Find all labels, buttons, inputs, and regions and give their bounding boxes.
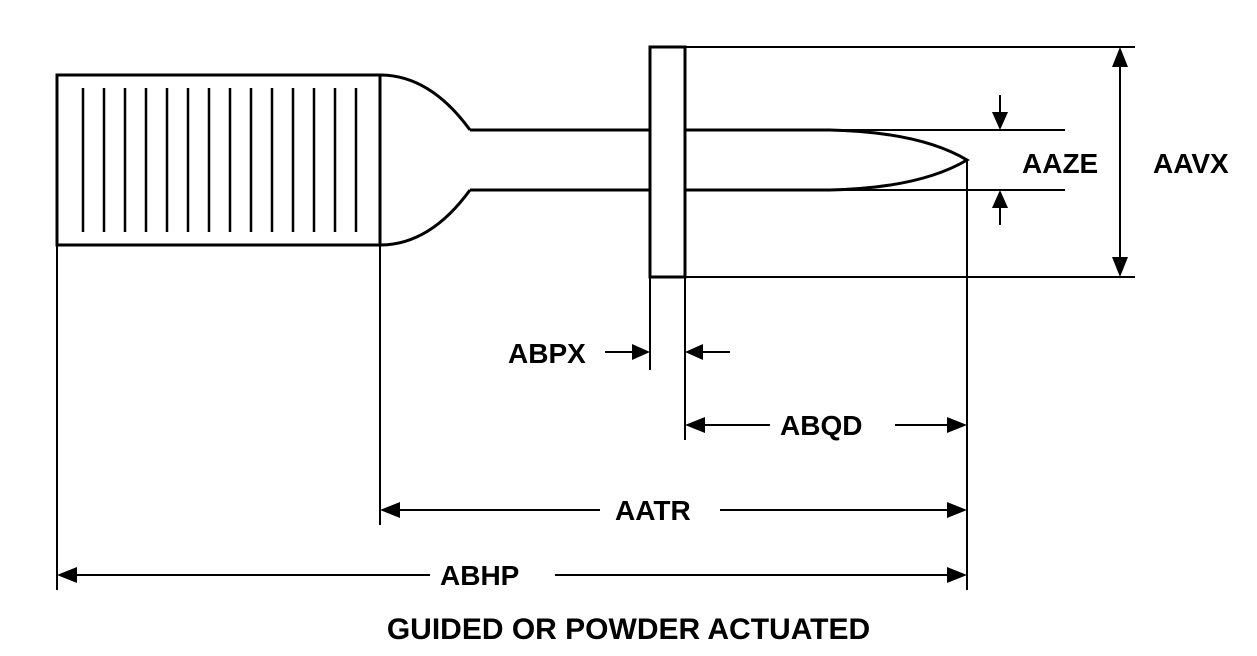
arrow-abpx-left bbox=[632, 344, 650, 360]
arrow-abqd-left bbox=[685, 417, 705, 433]
arrow-abpx-right bbox=[685, 344, 703, 360]
diagram-caption: GUIDED OR POWDER ACTUATED bbox=[0, 613, 1257, 647]
arrow-aavx-top bbox=[1112, 47, 1128, 67]
arrow-aaze-top bbox=[992, 112, 1008, 130]
label-aatr: AATR bbox=[615, 495, 691, 527]
arrow-aatr-left bbox=[380, 502, 400, 518]
label-aaze: AAZE bbox=[1022, 148, 1098, 180]
technical-diagram: AAVX AAZE ABPX ABQD AATR ABHP GUIDED OR … bbox=[0, 0, 1257, 656]
arrow-abhp-left bbox=[57, 567, 77, 583]
label-abhp: ABHP bbox=[440, 560, 519, 592]
washer bbox=[650, 47, 685, 277]
label-aavx: AAVX bbox=[1153, 148, 1229, 180]
arrow-abqd-right bbox=[947, 417, 967, 433]
arrow-aaze-bottom bbox=[992, 190, 1008, 208]
arrow-aatr-right bbox=[947, 502, 967, 518]
diagram-svg bbox=[0, 0, 1257, 656]
taper-top bbox=[380, 75, 470, 130]
arrow-abhp-right bbox=[947, 567, 967, 583]
label-abpx: ABPX bbox=[508, 338, 586, 370]
arrow-aavx-bottom bbox=[1112, 257, 1128, 277]
taper-bottom bbox=[380, 190, 470, 245]
pointed-tip bbox=[830, 130, 967, 190]
knurled-head bbox=[57, 75, 380, 245]
label-abqd: ABQD bbox=[780, 410, 862, 442]
